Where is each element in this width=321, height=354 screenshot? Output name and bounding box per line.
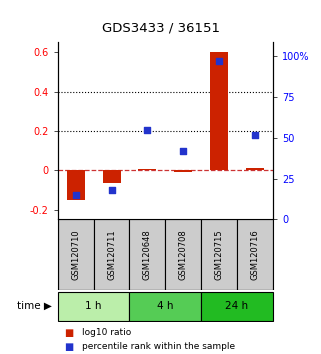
Bar: [67, 170, 85, 200]
Text: GSM120708: GSM120708: [179, 229, 188, 280]
Text: time ▶: time ▶: [17, 301, 52, 311]
Text: GSM120715: GSM120715: [214, 229, 224, 280]
Bar: [58, 292, 129, 321]
Point: [216, 58, 221, 64]
Text: 1 h: 1 h: [85, 301, 102, 311]
Text: GSM120710: GSM120710: [71, 229, 80, 280]
Point: [109, 187, 114, 193]
Bar: [237, 219, 273, 290]
Point: [181, 148, 186, 154]
Bar: [58, 219, 94, 290]
Bar: [201, 219, 237, 290]
Text: ■: ■: [64, 328, 74, 338]
Point: [252, 132, 257, 137]
Text: log10 ratio: log10 ratio: [82, 328, 131, 337]
Point: [73, 192, 78, 198]
Bar: [201, 292, 273, 321]
Bar: [129, 219, 165, 290]
Bar: [94, 219, 129, 290]
Text: 24 h: 24 h: [225, 301, 248, 311]
Text: GSM120716: GSM120716: [250, 229, 259, 280]
Text: ■: ■: [64, 342, 74, 352]
Text: 4 h: 4 h: [157, 301, 174, 311]
Bar: [138, 169, 156, 170]
Bar: [165, 219, 201, 290]
Text: GDS3433 / 36151: GDS3433 / 36151: [101, 21, 220, 34]
Point: [145, 127, 150, 132]
Text: GSM120711: GSM120711: [107, 229, 116, 280]
Bar: [174, 170, 192, 172]
Bar: [210, 52, 228, 170]
Bar: [103, 170, 120, 183]
Text: percentile rank within the sample: percentile rank within the sample: [82, 342, 235, 352]
Bar: [246, 169, 264, 170]
Bar: [129, 292, 201, 321]
Text: GSM120648: GSM120648: [143, 229, 152, 280]
